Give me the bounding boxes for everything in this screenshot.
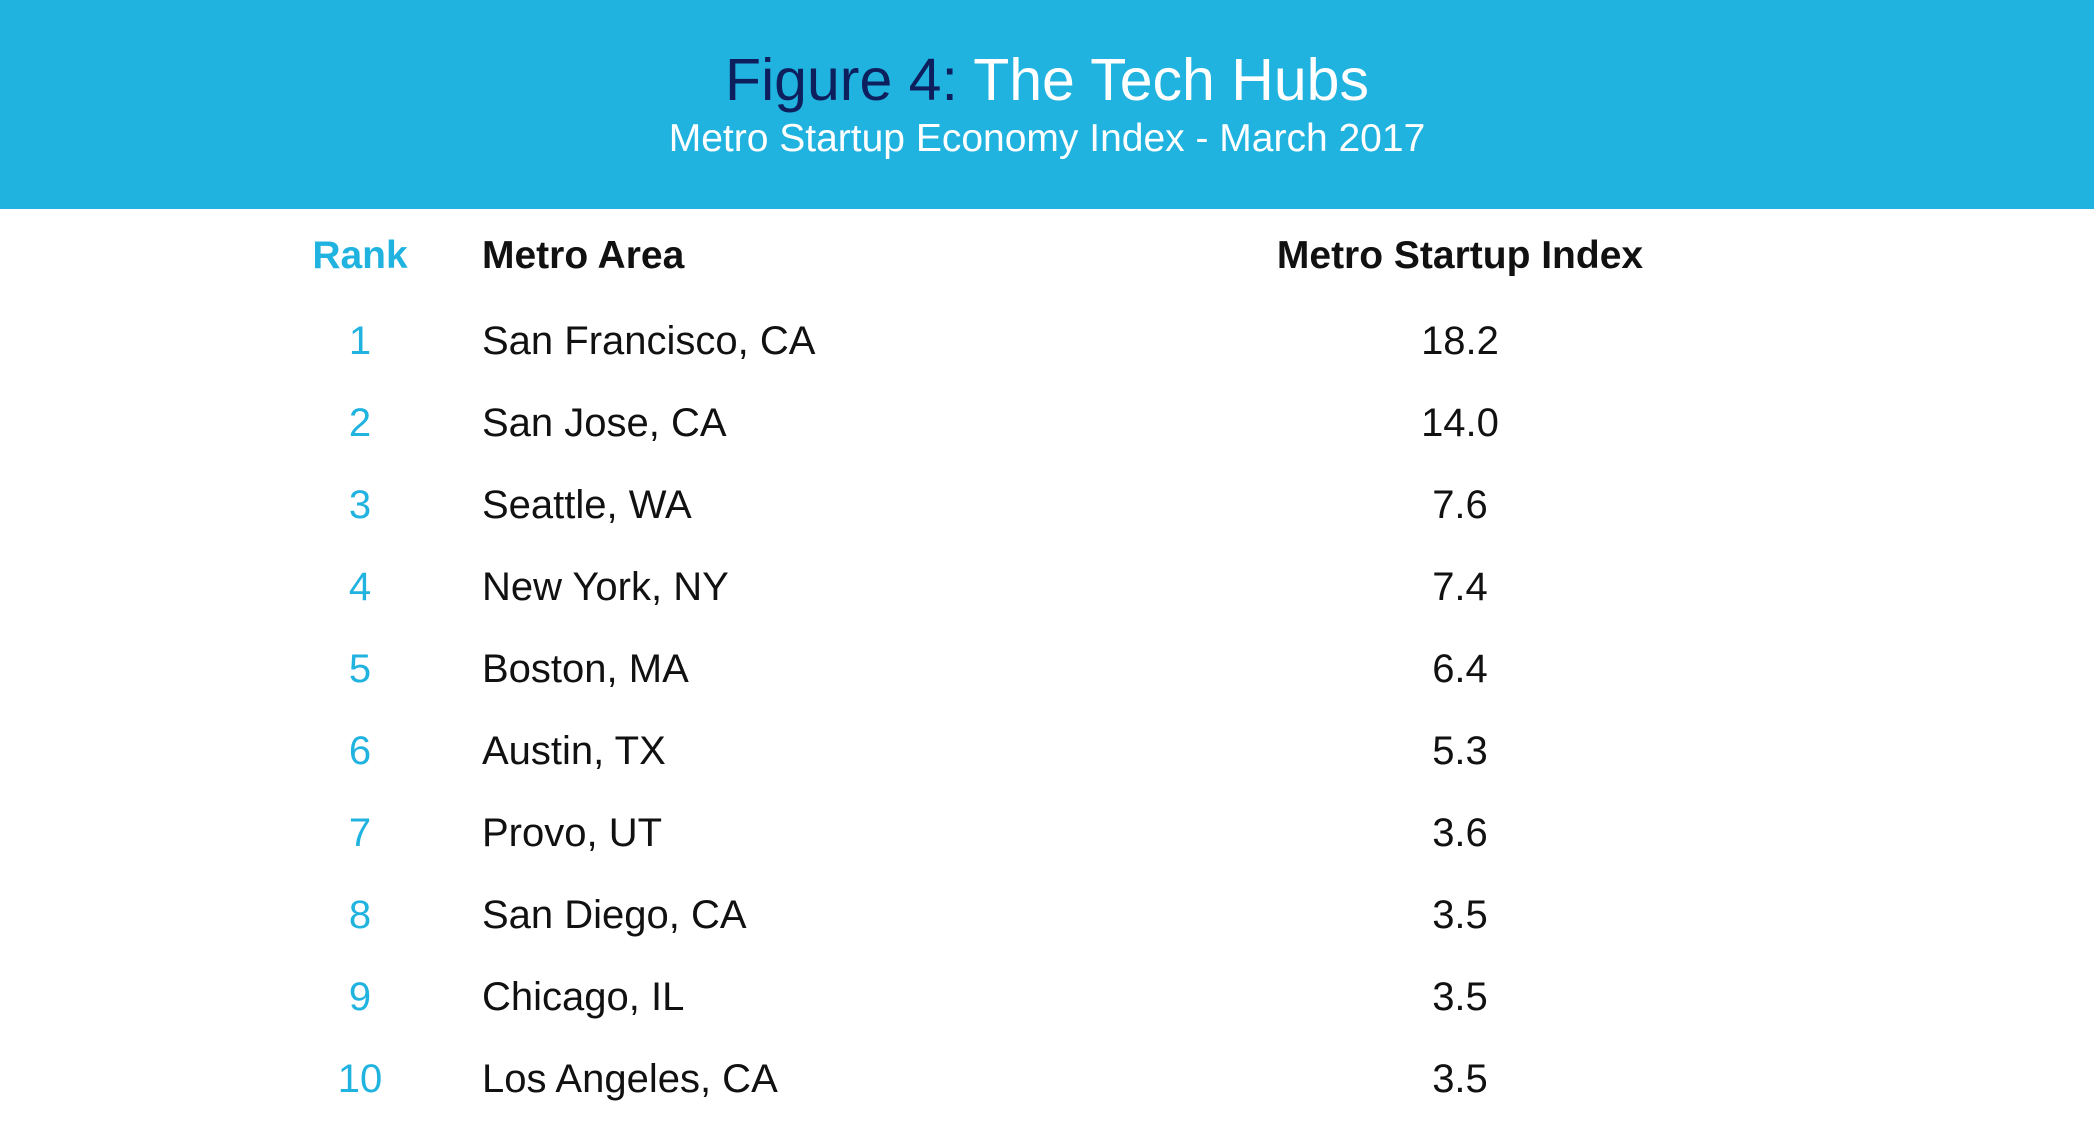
metro-column-header: Metro Area xyxy=(482,234,685,277)
rank-cell: 6 xyxy=(348,729,372,773)
table-row: 3 Seattle, WA 7.6 xyxy=(0,477,2094,559)
metro-area-cell: Los Angeles, CA xyxy=(482,1057,778,1101)
rank-cell: 5 xyxy=(348,647,372,691)
metro-area-cell: San Diego, CA xyxy=(482,893,747,937)
metro-area-cell: Boston, MA xyxy=(482,647,689,691)
startup-index-cell: 7.4 xyxy=(1432,565,1488,609)
table-row: 2 San Jose, CA 14.0 xyxy=(0,395,2094,477)
rank-cell: 8 xyxy=(348,893,372,937)
startup-index-cell: 3.5 xyxy=(1432,975,1488,1019)
table-row: 6 Austin, TX 5.3 xyxy=(0,723,2094,805)
startup-index-cell: 18.2 xyxy=(1421,319,1499,363)
startup-index-cell: 3.6 xyxy=(1432,811,1488,855)
table-row: 8 San Diego, CA 3.5 xyxy=(0,887,2094,969)
rank-cell: 2 xyxy=(348,401,372,445)
table-row: 4 New York, NY 7.4 xyxy=(0,559,2094,641)
rank-cell: 3 xyxy=(348,483,372,527)
metro-area-cell: New York, NY xyxy=(482,565,729,609)
startup-index-cell: 7.6 xyxy=(1432,483,1488,527)
index-column-header: Metro Startup Index xyxy=(1276,234,1644,277)
title-main: The Tech Hubs xyxy=(973,47,1369,113)
startup-index-cell: 14.0 xyxy=(1421,401,1499,445)
startup-index-cell: 6.4 xyxy=(1432,647,1488,691)
rank-cell: 7 xyxy=(348,811,372,855)
title-prefix: Figure 4: xyxy=(725,47,958,113)
rank-cell: 1 xyxy=(348,319,372,363)
metro-area-cell: San Jose, CA xyxy=(482,401,727,445)
rank-cell: 9 xyxy=(348,975,372,1019)
rank-cell: 4 xyxy=(348,565,372,609)
metro-area-cell: San Francisco, CA xyxy=(482,319,816,363)
chart-title: Figure 4: The Tech Hubs xyxy=(0,40,2094,120)
table-row: 1 San Francisco, CA 18.2 xyxy=(0,313,2094,395)
startup-index-cell: 3.5 xyxy=(1432,893,1488,937)
metro-area-cell: Seattle, WA xyxy=(482,483,692,527)
startup-index-cell: 5.3 xyxy=(1432,729,1488,773)
table-row: 7 Provo, UT 3.6 xyxy=(0,805,2094,887)
rank-cell: 10 xyxy=(337,1057,383,1101)
table-body: 1 San Francisco, CA 18.2 2 San Jose, CA 14.0 3… xyxy=(0,313,2094,1133)
metro-area-cell: Chicago, IL xyxy=(482,975,685,1019)
table-row: 10 Los Angeles, CA 3.5 xyxy=(0,1051,2094,1133)
table-row: 5 Boston, MA 6.4 xyxy=(0,641,2094,723)
table-row: 9 Chicago, IL 3.5 xyxy=(0,969,2094,1051)
title-banner: Figure 4: The Tech Hubs Metro Startup Ec… xyxy=(0,0,2094,209)
chart-subtitle: Metro Startup Economy Index - March 2017 xyxy=(668,117,1426,160)
metro-area-cell: Austin, TX xyxy=(482,729,666,773)
startup-index-cell: 3.5 xyxy=(1432,1057,1488,1101)
rank-column-header: Rank xyxy=(312,234,408,277)
metro-area-cell: Provo, UT xyxy=(482,811,663,855)
